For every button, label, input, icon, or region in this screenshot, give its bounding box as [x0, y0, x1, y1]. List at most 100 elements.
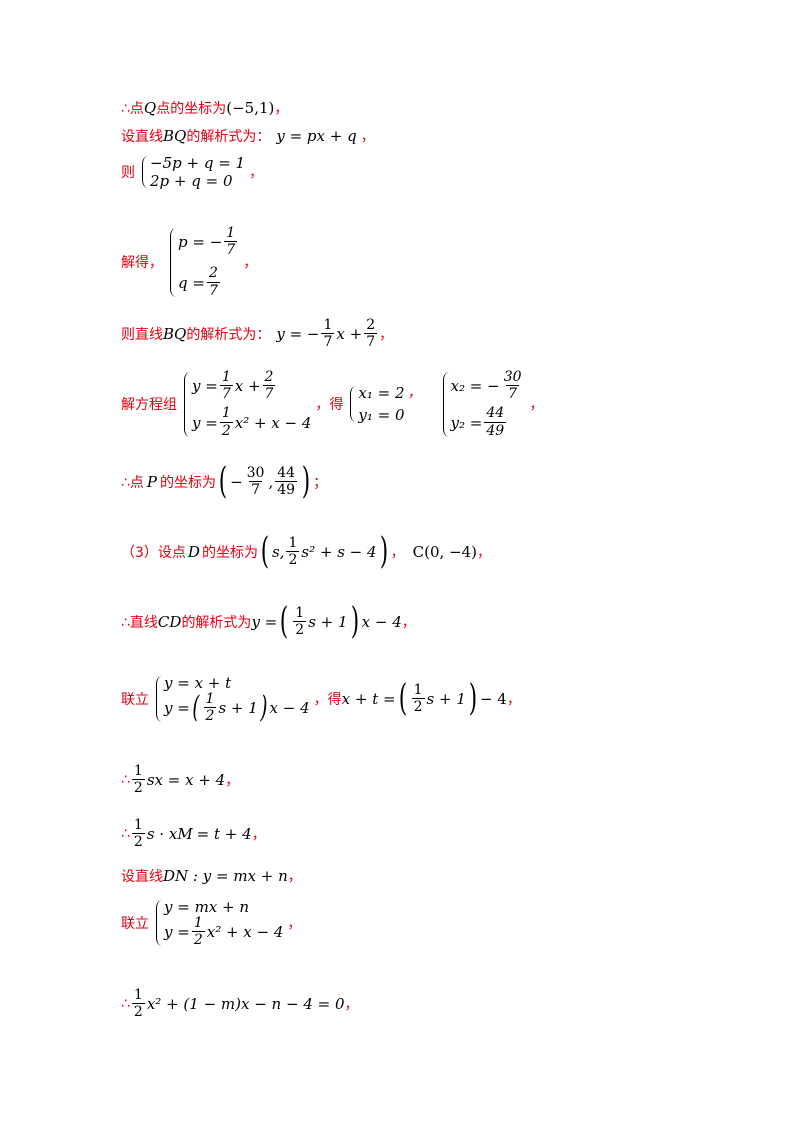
math: − — [230, 473, 243, 491]
math: s, — [272, 543, 285, 561]
text: （3）设点 — [121, 545, 186, 561]
paren: ( — [260, 531, 270, 572]
subscript: M — [177, 825, 193, 844]
eq: 2p + q = 0 — [150, 172, 233, 190]
line-bq-form: 设直线 BQ 的解析式为： y = px + q ， — [121, 126, 375, 146]
eq: y₁ = 0 — [358, 406, 405, 425]
var: D — [187, 543, 200, 561]
text: 的解析式为： — [186, 129, 271, 145]
text: 设直线 — [121, 869, 163, 885]
text: 解方程组 — [121, 397, 177, 414]
math: y = — [251, 613, 278, 631]
text: 的坐标为 — [201, 545, 258, 561]
line-point-p: ∴点 P 的坐标为 ( − 30 7 , 44 49 ) ； — [121, 461, 328, 502]
punct: ， — [390, 545, 405, 561]
line-system-1: 则 −5p + q = 1 2p + q = 0 ， — [121, 154, 263, 190]
text: 则直线 — [121, 327, 163, 344]
eq: y = x + t — [164, 674, 232, 692]
text: 点的坐标为 — [156, 101, 227, 117]
eq: −5p + q = 1 — [150, 154, 246, 172]
brace-icon — [347, 384, 356, 424]
punct: ， — [243, 255, 258, 272]
paren: ( — [398, 678, 407, 720]
punct: ， — [529, 397, 544, 414]
brace-icon — [153, 674, 162, 724]
punct: ； — [313, 475, 328, 491]
punct: ， — [344, 997, 359, 1014]
brace-icon — [181, 370, 190, 439]
math: (−5,1) — [226, 99, 275, 117]
math: DN : y = mx + n — [163, 867, 288, 885]
text: ∴点 — [121, 101, 144, 117]
math: s + 1 — [426, 690, 466, 709]
punct: ， — [506, 692, 521, 709]
math: , — [268, 473, 274, 491]
text: ∴ — [121, 996, 130, 1013]
brace-icon — [440, 370, 449, 439]
equation-system: x₁ = 2， y₁ = 0 — [347, 384, 422, 425]
math: x² + (1 − m)x − n − 4 = 0 — [146, 995, 345, 1014]
paren: ( — [218, 461, 228, 502]
paren: ( — [280, 601, 289, 642]
brace-icon — [139, 154, 148, 190]
var: Q — [143, 99, 157, 117]
punct: ， — [274, 101, 289, 117]
text: ∴ — [121, 826, 130, 843]
punct: ， — [360, 129, 375, 145]
paren: ) — [350, 601, 359, 642]
math: − 4 — [479, 690, 507, 709]
text: 则 — [121, 165, 135, 181]
math: s + 1 — [308, 613, 348, 631]
brace-icon — [153, 898, 162, 948]
text: 的解析式为 — [181, 615, 252, 631]
var: BQ — [163, 325, 187, 344]
math: C(0, −4) — [412, 543, 477, 561]
punct: ， — [476, 545, 491, 561]
eq: y₂ = 44 49 — [450, 405, 507, 439]
var: BQ — [163, 127, 187, 145]
text: 解得， — [121, 255, 163, 272]
line-point-q: ∴点 Q 点的坐标为 (−5,1) ， — [121, 98, 288, 118]
line-dn-form: 设直线 DN : y = mx + n ， — [121, 866, 302, 886]
math: = t + 4 — [196, 825, 252, 844]
equation-system: −5p + q = 1 2p + q = 0 — [139, 154, 245, 190]
text: ∴点 — [121, 475, 144, 491]
text: 的解析式为： — [186, 327, 271, 344]
punct: ， — [379, 327, 394, 344]
punct: ， — [401, 615, 416, 631]
paren: ) — [301, 461, 311, 502]
text: ，得 — [315, 397, 344, 414]
text: ，得 — [313, 692, 342, 709]
text: 联立 — [121, 692, 149, 709]
eq: x₁ = 2， — [358, 384, 422, 403]
text: 的坐标为 — [160, 475, 217, 491]
punct: ， — [249, 165, 264, 181]
punct: ， — [251, 827, 266, 844]
math: x + t = — [341, 690, 396, 709]
text: 联立 — [121, 916, 149, 933]
punct: ， — [225, 773, 240, 790]
math: s² + s − 4 — [301, 543, 377, 561]
math: s · x — [146, 825, 178, 844]
math: y = px + q — [276, 127, 357, 145]
math: sx = x + 4 — [146, 771, 226, 790]
